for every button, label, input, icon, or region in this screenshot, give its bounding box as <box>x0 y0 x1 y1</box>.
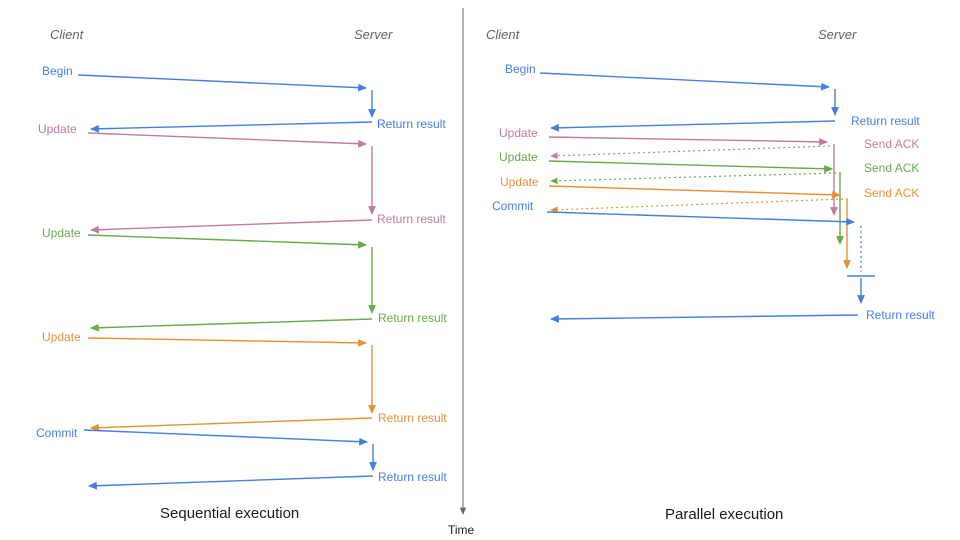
right-update3-ack-label: Send ACK <box>864 186 920 200</box>
right-caption: Parallel execution <box>665 506 784 523</box>
left-begin-label: Begin <box>42 64 73 78</box>
left-update2-label: Update <box>42 226 81 240</box>
right-begin-return-label: Return result <box>851 114 920 128</box>
left-begin-return-label: Return result <box>377 117 446 131</box>
left-commit-return-label: Return result <box>378 470 447 484</box>
right-server-heading: Server <box>818 27 857 42</box>
left-update2-arrows <box>87 234 376 332</box>
left-update3-return-label: Return result <box>378 411 447 425</box>
right-update1-label: Update <box>499 126 538 140</box>
left-client-heading: Client <box>50 27 84 42</box>
left-caption: Sequential execution <box>160 505 300 522</box>
left-update1-return-label: Return result <box>377 212 446 226</box>
left-commit-arrows <box>83 429 377 490</box>
right-commit-return-label: Return result <box>866 308 935 322</box>
left-commit-label: Commit <box>36 426 78 440</box>
right-begin-label: Begin <box>505 62 536 76</box>
right-begin-arrows <box>539 72 839 132</box>
right-commit-label: Commit <box>492 199 534 213</box>
right-update2-label: Update <box>499 150 538 164</box>
right-update3-arrows <box>548 185 851 269</box>
right-update3-label: Update <box>500 175 539 189</box>
right-update2-ack-label: Send ACK <box>864 161 920 175</box>
left-server-heading: Server <box>354 27 393 42</box>
right-update1-arrows <box>548 136 838 216</box>
left-update3-arrows <box>87 337 376 432</box>
left-begin-arrows <box>77 74 376 133</box>
right-update2-arrows <box>548 160 844 245</box>
left-update1-label: Update <box>38 122 77 136</box>
right-client-heading: Client <box>486 27 520 42</box>
left-update2-return-label: Return result <box>378 311 447 325</box>
right-commit-arrows <box>546 211 875 323</box>
left-update1-arrows <box>87 132 376 234</box>
left-update3-label: Update <box>42 330 81 344</box>
time-axis-label: Time <box>448 523 475 537</box>
right-update1-ack-label: Send ACK <box>864 137 920 151</box>
